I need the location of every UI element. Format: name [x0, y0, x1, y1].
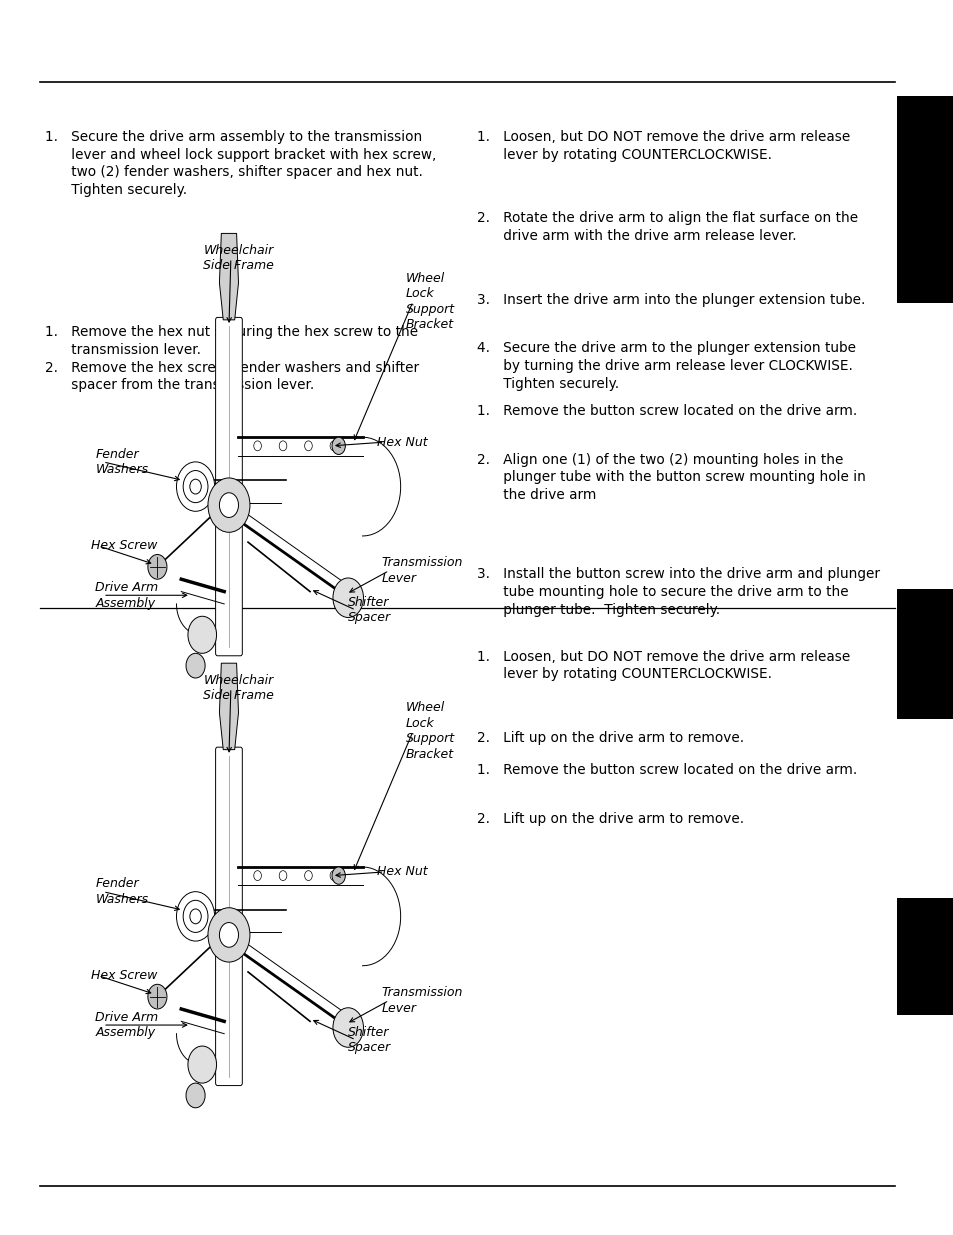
Text: 4.   Secure the drive arm to the plunger extension tube
      by turning the dri: 4. Secure the drive arm to the plunger e… — [476, 342, 855, 391]
Circle shape — [183, 471, 208, 503]
Circle shape — [190, 909, 201, 924]
Text: 3.   Install the button screw into the drive arm and plunger
      tube mounting: 3. Install the button screw into the dri… — [476, 567, 879, 616]
FancyBboxPatch shape — [215, 317, 242, 656]
Text: 1.   Remove the hex nut securing the hex screw to the
      transmission lever.
: 1. Remove the hex nut securing the hex s… — [45, 325, 418, 393]
Polygon shape — [219, 663, 238, 750]
Text: 1.   Remove the button screw located on the drive arm.: 1. Remove the button screw located on th… — [476, 404, 857, 417]
Text: Wheelchair
Side Frame: Wheelchair Side Frame — [203, 243, 274, 273]
Circle shape — [333, 1008, 363, 1047]
Circle shape — [332, 867, 345, 884]
Circle shape — [208, 478, 250, 532]
Text: Drive Arm
Assembly: Drive Arm Assembly — [95, 1010, 158, 1040]
Bar — [896, 898, 953, 1015]
Text: Transmission
Lever: Transmission Lever — [381, 986, 462, 1015]
Text: Shifter
Spacer: Shifter Spacer — [348, 1025, 391, 1055]
Circle shape — [304, 871, 312, 881]
Circle shape — [188, 616, 216, 653]
Text: 1.   Loosen, but DO NOT remove the drive arm release
      lever by rotating COU: 1. Loosen, but DO NOT remove the drive a… — [476, 650, 849, 682]
Circle shape — [333, 578, 363, 618]
Text: 1.   Secure the drive arm assembly to the transmission
      lever and wheel loc: 1. Secure the drive arm assembly to the … — [45, 130, 436, 198]
Circle shape — [183, 900, 208, 932]
Circle shape — [176, 462, 214, 511]
Polygon shape — [219, 233, 238, 320]
Text: Wheel
Lock
Support
Bracket: Wheel Lock Support Bracket — [405, 272, 454, 331]
Circle shape — [148, 555, 167, 579]
Text: Shifter
Spacer: Shifter Spacer — [348, 595, 391, 625]
Circle shape — [188, 1046, 216, 1083]
Text: Fender
Washers: Fender Washers — [95, 447, 149, 477]
Circle shape — [330, 441, 337, 451]
Text: Hex Screw: Hex Screw — [91, 540, 157, 552]
Circle shape — [186, 1083, 205, 1108]
Circle shape — [148, 984, 167, 1009]
Circle shape — [219, 923, 238, 947]
Text: 2.   Rotate the drive arm to align the flat surface on the
      drive arm with : 2. Rotate the drive arm to align the fla… — [476, 211, 858, 243]
Circle shape — [253, 871, 261, 881]
Text: Fender
Washers: Fender Washers — [95, 877, 149, 906]
Circle shape — [279, 871, 287, 881]
FancyBboxPatch shape — [215, 747, 242, 1086]
Bar — [896, 589, 953, 719]
Circle shape — [208, 908, 250, 962]
Text: 2.   Lift up on the drive arm to remove.: 2. Lift up on the drive arm to remove. — [476, 731, 743, 745]
Text: Hex Nut: Hex Nut — [376, 866, 427, 878]
Text: 2.   Lift up on the drive arm to remove.: 2. Lift up on the drive arm to remove. — [476, 813, 743, 826]
Text: Hex Screw: Hex Screw — [91, 969, 157, 982]
Text: Wheel
Lock
Support
Bracket: Wheel Lock Support Bracket — [405, 701, 454, 761]
Circle shape — [279, 441, 287, 451]
Circle shape — [176, 892, 214, 941]
Text: 3.   Insert the drive arm into the plunger extension tube.: 3. Insert the drive arm into the plunger… — [476, 293, 864, 306]
Text: 1.   Remove the button screw located on the drive arm.: 1. Remove the button screw located on th… — [476, 763, 857, 777]
Text: Drive Arm
Assembly: Drive Arm Assembly — [95, 580, 158, 610]
Text: 2.   Align one (1) of the two (2) mounting holes in the
      plunger tube with : 2. Align one (1) of the two (2) mounting… — [476, 452, 865, 503]
Text: Wheelchair
Side Frame: Wheelchair Side Frame — [203, 673, 274, 703]
Text: Transmission
Lever: Transmission Lever — [381, 556, 462, 585]
Circle shape — [253, 441, 261, 451]
Bar — [896, 96, 953, 303]
Circle shape — [330, 871, 337, 881]
Circle shape — [186, 653, 205, 678]
Circle shape — [304, 441, 312, 451]
Text: Hex Nut: Hex Nut — [376, 436, 427, 448]
Text: 1.   Loosen, but DO NOT remove the drive arm release
      lever by rotating COU: 1. Loosen, but DO NOT remove the drive a… — [476, 130, 849, 162]
Circle shape — [190, 479, 201, 494]
Circle shape — [332, 437, 345, 454]
Circle shape — [219, 493, 238, 517]
